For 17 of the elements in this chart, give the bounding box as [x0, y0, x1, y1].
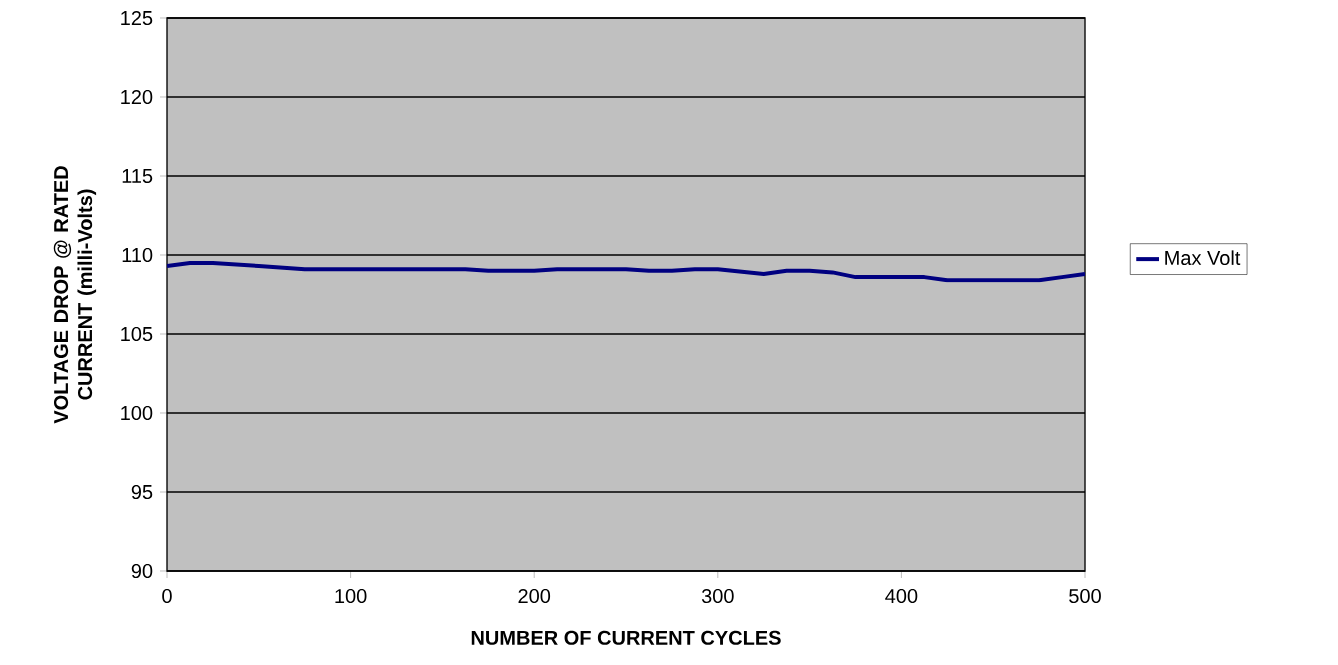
y-tick-label: 120 [121, 89, 153, 105]
x-tick-label: 400 [885, 588, 918, 604]
y-tick-label: 110 [122, 247, 153, 263]
y-tick-label: 100 [121, 405, 153, 421]
x-tick-label: 0 [162, 588, 172, 604]
x-tick-label: 100 [335, 588, 367, 604]
x-tick-label: 500 [1069, 588, 1101, 604]
y-tick-label: 125 [121, 10, 153, 26]
y-tick-label: 105 [121, 326, 153, 342]
y-tick-label: 95 [131, 484, 153, 500]
y-tick-label: 90 [131, 563, 153, 579]
x-axis-title: NUMBER OF CURRENT CYCLES [471, 630, 781, 645]
y-tick-label: 115 [122, 169, 153, 183]
legend-label: Max Volt [1165, 250, 1241, 266]
x-tick-label: 300 [701, 588, 734, 604]
x-tick-label: 200 [518, 588, 551, 604]
y-axis-title: VOLTAGE DROP @ RATED CURRENT (milli-Volts) [53, 166, 97, 424]
